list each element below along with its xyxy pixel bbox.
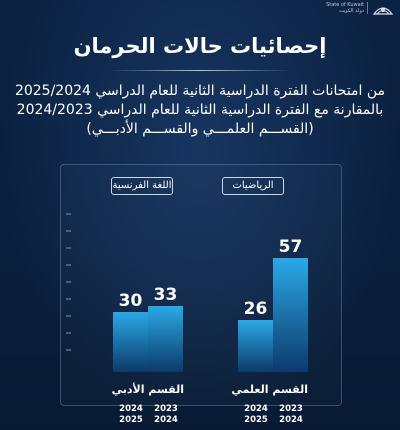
year-label: 2024 bbox=[279, 415, 303, 425]
bar-value-label: 26 bbox=[244, 299, 268, 319]
bar-value-label: 30 bbox=[119, 291, 143, 311]
state-name-ar: دولة الكويت bbox=[339, 8, 364, 14]
subtitle-line-1: من امتحانات الفترة الدراسية الثانية للعا… bbox=[14, 83, 386, 99]
subtitle-line-3: (القســـم العلمـــي والقســـم الأدبـــي) bbox=[86, 121, 314, 137]
year-label: 2024 bbox=[154, 415, 178, 425]
title-underline bbox=[110, 70, 290, 71]
page-title: إحصائيات حالات الحرمان bbox=[73, 34, 327, 58]
bar bbox=[238, 320, 273, 372]
header: State of Kuwait دولة الكويت bbox=[0, 0, 400, 26]
bar bbox=[148, 306, 183, 372]
year-label: 2024 bbox=[119, 404, 143, 414]
state-name-en: State of Kuwait bbox=[326, 2, 364, 8]
subtitle-line-2: بالمقارنة مع الفترة الدراسية الثانية للع… bbox=[16, 102, 384, 118]
year-label: 2023 bbox=[154, 404, 178, 414]
bar bbox=[273, 258, 308, 372]
bar bbox=[113, 312, 148, 372]
year-label: 2023 bbox=[279, 404, 303, 414]
chart-panel bbox=[60, 164, 342, 406]
section-label-literary: القسم الأدبي bbox=[111, 383, 184, 396]
subject-label-math: الرياضيات bbox=[222, 177, 284, 195]
bar-value-label: 33 bbox=[154, 285, 178, 305]
bar-value-label: 57 bbox=[279, 237, 303, 257]
year-label: 2025 bbox=[244, 415, 268, 425]
header-divider bbox=[367, 2, 368, 14]
subject-label-french: اللغة الفرنسية bbox=[111, 177, 173, 195]
year-label: 2025 bbox=[119, 415, 143, 425]
section-label-science: القسم العلمي bbox=[231, 383, 308, 396]
kuwait-emblem-icon bbox=[372, 7, 394, 15]
year-label: 2024 bbox=[244, 404, 268, 414]
